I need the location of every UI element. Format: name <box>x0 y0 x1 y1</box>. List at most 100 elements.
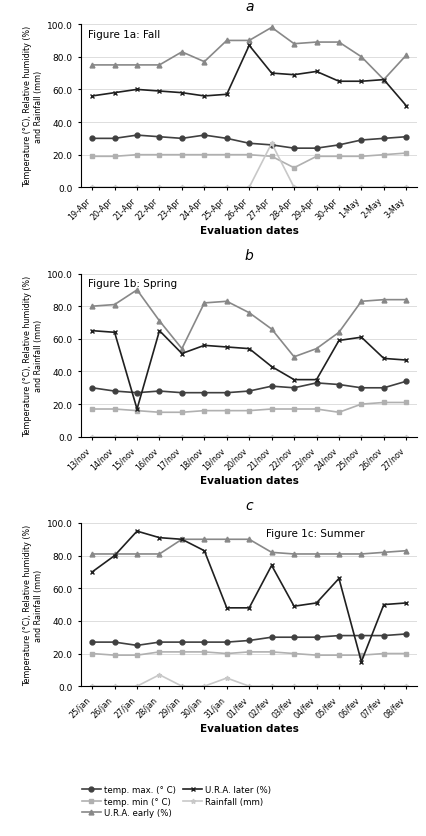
U.R.A. early (%) <box>381 548 386 558</box>
temp. max. (° C) <box>135 388 140 398</box>
Text: Figure 1b: Spring: Figure 1b: Spring <box>88 279 177 289</box>
Rainfall (mm) <box>404 432 409 442</box>
Rainfall (mm) <box>224 673 229 683</box>
temp. max. (° C) <box>224 637 229 647</box>
Line: Rainfall (mm): Rainfall (mm) <box>90 435 409 440</box>
Rainfall (mm) <box>157 432 162 442</box>
temp. max. (° C) <box>157 637 162 647</box>
Rainfall (mm) <box>291 183 296 193</box>
Text: c: c <box>245 498 253 512</box>
temp. max. (° C) <box>157 386 162 396</box>
U.R.A. later (%) <box>89 326 95 336</box>
U.R.A. later (%) <box>404 102 409 112</box>
U.R.A. later (%) <box>157 533 162 543</box>
U.R.A. later (%) <box>135 527 140 537</box>
U.R.A. later (%) <box>381 354 386 364</box>
Rainfall (mm) <box>314 681 319 691</box>
Rainfall (mm) <box>314 432 319 442</box>
temp. max. (° C) <box>337 631 342 641</box>
U.R.A. later (%) <box>404 599 409 609</box>
Line: U.R.A. later (%): U.R.A. later (%) <box>90 529 409 665</box>
U.R.A. later (%) <box>157 87 162 97</box>
Rainfall (mm) <box>247 432 252 442</box>
temp. max. (° C) <box>269 632 274 642</box>
Rainfall (mm) <box>112 183 117 193</box>
Line: temp. max. (° C): temp. max. (° C) <box>90 134 409 151</box>
U.R.A. early (%) <box>291 39 296 49</box>
Rainfall (mm) <box>135 183 140 193</box>
temp. max. (° C) <box>224 135 229 145</box>
Rainfall (mm) <box>404 183 409 193</box>
temp. min (° C) <box>89 649 95 659</box>
temp. min (° C) <box>224 150 229 161</box>
temp. max. (° C) <box>381 135 386 145</box>
U.R.A. later (%) <box>224 90 229 100</box>
temp. max. (° C) <box>247 635 252 645</box>
temp. max. (° C) <box>381 631 386 641</box>
U.R.A. early (%) <box>269 548 274 558</box>
Legend: temp. max. (° C), temp. min (° C), U.R.A. early (%), U.R.A. later (%), Rainfall : temp. max. (° C), temp. min (° C), U.R.A… <box>82 287 271 319</box>
Rainfall (mm) <box>359 681 364 691</box>
U.R.A. early (%) <box>314 344 319 354</box>
U.R.A. early (%) <box>381 295 386 305</box>
temp. max. (° C) <box>202 637 207 647</box>
Line: U.R.A. early (%): U.R.A. early (%) <box>90 288 409 359</box>
temp. min (° C) <box>359 152 364 162</box>
temp. min (° C) <box>202 647 207 657</box>
temp. min (° C) <box>89 405 95 415</box>
temp. min (° C) <box>269 647 274 657</box>
Line: U.R.A. early (%): U.R.A. early (%) <box>90 26 409 83</box>
temp. max. (° C) <box>314 144 319 154</box>
Rainfall (mm) <box>157 670 162 680</box>
U.R.A. early (%) <box>291 352 296 362</box>
temp. max. (° C) <box>202 131 207 141</box>
Rainfall (mm) <box>224 432 229 442</box>
Rainfall (mm) <box>337 183 342 193</box>
U.R.A. early (%) <box>112 61 117 71</box>
temp. max. (° C) <box>224 388 229 398</box>
temp. min (° C) <box>404 649 409 659</box>
Line: temp. max. (° C): temp. max. (° C) <box>90 380 409 395</box>
U.R.A. early (%) <box>179 48 184 58</box>
U.R.A. later (%) <box>89 92 95 102</box>
U.R.A. early (%) <box>179 535 184 545</box>
U.R.A. early (%) <box>112 300 117 310</box>
U.R.A. early (%) <box>247 37 252 47</box>
U.R.A. early (%) <box>112 549 117 559</box>
U.R.A. early (%) <box>337 328 342 338</box>
temp. min (° C) <box>381 398 386 408</box>
temp. min (° C) <box>224 649 229 659</box>
Rainfall (mm) <box>202 183 207 193</box>
U.R.A. later (%) <box>291 601 296 611</box>
temp. max. (° C) <box>179 135 184 145</box>
Line: temp. max. (° C): temp. max. (° C) <box>90 632 409 648</box>
U.R.A. early (%) <box>314 38 319 48</box>
Line: temp. min (° C): temp. min (° C) <box>90 400 409 415</box>
temp. min (° C) <box>179 647 184 657</box>
U.R.A. early (%) <box>224 535 229 545</box>
temp. min (° C) <box>202 406 207 416</box>
U.R.A. early (%) <box>337 549 342 559</box>
U.R.A. early (%) <box>89 302 95 312</box>
U.R.A. early (%) <box>247 308 252 319</box>
temp. max. (° C) <box>179 637 184 647</box>
Rainfall (mm) <box>89 183 95 193</box>
Rainfall (mm) <box>359 183 364 193</box>
temp. min (° C) <box>381 649 386 659</box>
Text: a: a <box>245 0 253 13</box>
U.R.A. later (%) <box>157 326 162 336</box>
temp. min (° C) <box>157 150 162 161</box>
Text: b: b <box>245 249 253 263</box>
temp. min (° C) <box>314 152 319 162</box>
U.R.A. early (%) <box>404 51 409 61</box>
temp. min (° C) <box>404 398 409 408</box>
Rainfall (mm) <box>291 432 296 442</box>
U.R.A. early (%) <box>202 298 207 308</box>
Rainfall (mm) <box>314 183 319 193</box>
U.R.A. early (%) <box>359 297 364 307</box>
temp. max. (° C) <box>157 133 162 143</box>
temp. min (° C) <box>247 406 252 416</box>
U.R.A. later (%) <box>202 546 207 556</box>
U.R.A. later (%) <box>404 355 409 365</box>
Rainfall (mm) <box>247 183 252 193</box>
